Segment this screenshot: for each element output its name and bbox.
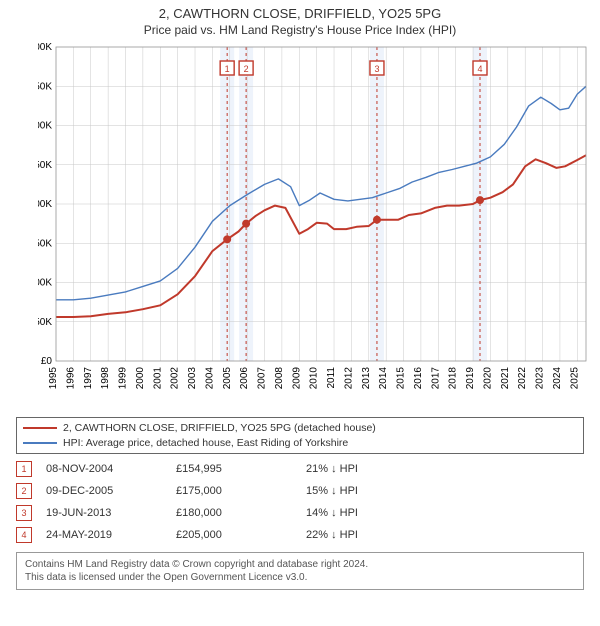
svg-text:2019: 2019	[465, 367, 476, 390]
txn-date: 09-DEC-2005	[46, 485, 176, 497]
svg-text:4: 4	[477, 64, 482, 74]
svg-text:£300K: £300K	[38, 121, 52, 132]
legend-swatch	[23, 427, 57, 429]
txn-date: 08-NOV-2004	[46, 463, 176, 475]
svg-text:£0: £0	[41, 356, 53, 367]
table-row: 4 24-MAY-2019£205,00022% ↓ HPI	[16, 524, 584, 546]
svg-text:£200K: £200K	[38, 199, 52, 210]
svg-text:2022: 2022	[517, 367, 528, 390]
marker-box: 2	[16, 483, 32, 499]
legend-item: 2, CAWTHORN CLOSE, DRIFFIELD, YO25 5PG (…	[23, 421, 577, 436]
txn-date: 19-JUN-2013	[46, 507, 176, 519]
svg-text:1: 1	[225, 64, 230, 74]
svg-text:2006: 2006	[239, 367, 250, 390]
legend-item: HPI: Average price, detached house, East…	[23, 436, 577, 451]
txn-price: £180,000	[176, 507, 306, 519]
svg-text:2002: 2002	[170, 367, 181, 390]
svg-text:2: 2	[244, 64, 249, 74]
svg-text:2009: 2009	[291, 367, 302, 390]
svg-text:2014: 2014	[378, 367, 389, 390]
chart-subtitle: Price paid vs. HM Land Registry's House …	[0, 23, 600, 37]
txn-date: 24-MAY-2019	[46, 529, 176, 541]
svg-text:2005: 2005	[222, 367, 233, 390]
marker-box: 3	[16, 505, 32, 521]
svg-text:2023: 2023	[535, 367, 546, 390]
svg-text:2020: 2020	[482, 367, 493, 390]
svg-text:2017: 2017	[430, 367, 441, 390]
txn-price: £154,995	[176, 463, 306, 475]
svg-text:2015: 2015	[396, 367, 407, 390]
svg-text:1996: 1996	[65, 367, 76, 390]
legend-swatch	[23, 442, 57, 443]
svg-text:1998: 1998	[100, 367, 111, 390]
txn-diff: 21% ↓ HPI	[306, 463, 436, 475]
chart-area: £0 £50K £100K £150K £200K £250K £300K £350K £400…	[38, 41, 598, 411]
legend-label: HPI: Average price, detached house, East…	[63, 436, 348, 451]
txn-diff: 14% ↓ HPI	[306, 507, 436, 519]
marker-box: 4	[16, 527, 32, 543]
svg-text:2025: 2025	[569, 367, 580, 390]
svg-text:2012: 2012	[343, 367, 354, 390]
svg-text:1999: 1999	[118, 367, 129, 390]
svg-text:2008: 2008	[274, 367, 285, 390]
svg-text:2004: 2004	[204, 367, 215, 390]
svg-text:£50K: £50K	[38, 317, 52, 328]
svg-text:£100K: £100K	[38, 278, 52, 289]
svg-text:2013: 2013	[361, 367, 372, 390]
svg-text:£350K: £350K	[38, 81, 52, 92]
svg-text:2018: 2018	[448, 367, 459, 390]
svg-text:£400K: £400K	[38, 42, 52, 53]
svg-text:2007: 2007	[257, 367, 268, 390]
svg-text:2024: 2024	[552, 367, 563, 390]
legend: 2, CAWTHORN CLOSE, DRIFFIELD, YO25 5PG (…	[16, 417, 584, 454]
marker-box: 1	[16, 461, 32, 477]
footer-line: Contains HM Land Registry data © Crown c…	[25, 558, 575, 571]
txn-diff: 15% ↓ HPI	[306, 485, 436, 497]
svg-text:3: 3	[374, 64, 379, 74]
svg-text:2003: 2003	[187, 367, 198, 390]
table-row: 3 19-JUN-2013£180,00014% ↓ HPI	[16, 502, 584, 524]
svg-text:1995: 1995	[48, 367, 59, 390]
chart-title: 2, CAWTHORN CLOSE, DRIFFIELD, YO25 5PG	[0, 6, 600, 21]
txn-diff: 22% ↓ HPI	[306, 529, 436, 541]
svg-text:1997: 1997	[83, 367, 94, 390]
table-row: 2 09-DEC-2005£175,00015% ↓ HPI	[16, 480, 584, 502]
table-row: 1 08-NOV-2004£154,99521% ↓ HPI	[16, 458, 584, 480]
svg-text:2000: 2000	[135, 367, 146, 390]
svg-text:£250K: £250K	[38, 160, 52, 171]
attribution-footer: Contains HM Land Registry data © Crown c…	[16, 552, 584, 590]
svg-text:2021: 2021	[500, 367, 511, 390]
legend-label: 2, CAWTHORN CLOSE, DRIFFIELD, YO25 5PG (…	[63, 421, 376, 436]
txn-price: £205,000	[176, 529, 306, 541]
svg-text:2011: 2011	[326, 367, 337, 389]
svg-text:£150K: £150K	[38, 238, 52, 249]
transaction-table: 1 08-NOV-2004£154,99521% ↓ HPI 2 09-DEC-200…	[16, 458, 584, 546]
line-chart: £0 £50K £100K £150K £200K £250K £300K £350K £400…	[38, 41, 598, 411]
svg-text:2010: 2010	[309, 367, 320, 390]
svg-text:2016: 2016	[413, 367, 424, 390]
svg-text:2001: 2001	[152, 367, 163, 390]
txn-price: £175,000	[176, 485, 306, 497]
footer-line: This data is licensed under the Open Gov…	[25, 571, 575, 584]
